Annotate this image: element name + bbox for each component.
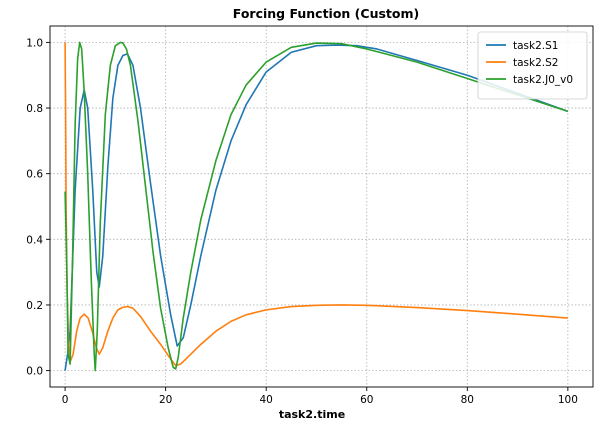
legend-label-0: task2.S1 [513,40,558,52]
series-lines [64,41,569,372]
y-tick-label-3: 0.6 [26,169,43,181]
y-tick-label-1: 0.2 [26,300,43,312]
series-line-0 [64,44,569,371]
x-tick-label-0: 0 [62,394,69,406]
legend: task2.S1 task2.S2 task2.J0_v0 [477,31,588,100]
legend-box [477,31,588,100]
series-line-1 [64,42,568,367]
x-tick-label-1: 20 [159,394,172,406]
y-tick-label-0: 0.0 [26,366,43,378]
x-tick-label-3: 60 [360,394,373,406]
x-tick-label-2: 40 [260,394,273,406]
x-tick-label-5: 100 [558,394,578,406]
y-tick-label-5: 1.0 [26,37,43,49]
legend-label-1: task2.S2 [513,57,558,69]
y-tick-label-2: 0.4 [26,234,43,246]
y-tick-label-4: 0.8 [26,103,43,115]
x-axis-label: task2.time [279,408,345,421]
axis-ticks: 0 20 40 60 80 100 0.0 0.2 0.4 0.6 0.8 1.0 [26,37,578,406]
legend-label-2: task2.J0_v0 [513,74,573,86]
chart-title: Forcing Function (Custom) [233,6,419,21]
plot-frame [49,25,594,388]
series-line-2 [64,41,569,372]
x-tick-label-4: 80 [461,394,474,406]
